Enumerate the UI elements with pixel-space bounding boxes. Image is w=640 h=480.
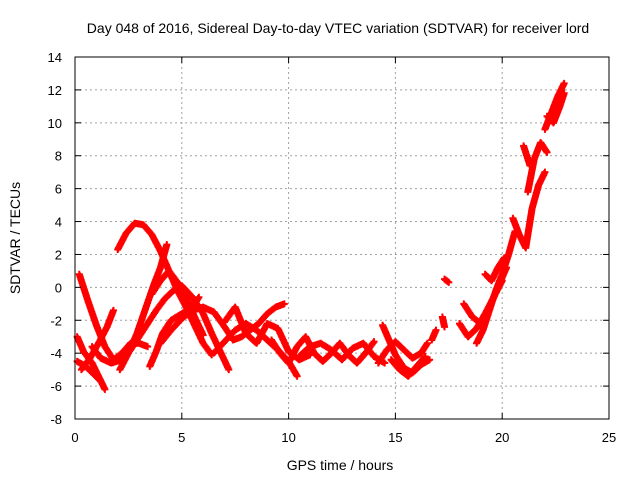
data-point-marker (199, 331, 207, 339)
data-point-marker (97, 377, 105, 385)
y-tick-label: -2 (50, 313, 62, 328)
y-tick-label: -4 (50, 346, 62, 361)
plot-area (73, 79, 568, 393)
data-point-marker (432, 326, 440, 334)
track-26 (520, 142, 534, 170)
x-tick-label: 5 (178, 430, 185, 445)
data-point-marker (96, 376, 104, 384)
track-15 (374, 338, 431, 367)
track-19 (441, 275, 453, 286)
y-tick-label: 10 (48, 116, 62, 131)
y-tick-label: 14 (48, 50, 62, 65)
data-point-marker (144, 343, 152, 351)
data-point-marker (370, 338, 378, 346)
y-tick-label: 4 (55, 215, 62, 230)
track-28 (543, 89, 568, 127)
data-point-marker (560, 79, 568, 87)
track-17 (428, 326, 440, 344)
track-18 (438, 313, 449, 331)
data-point-marker (426, 356, 434, 364)
data-point-marker (423, 339, 431, 347)
data-point-marker (225, 366, 233, 374)
y-tick-label: 6 (55, 182, 62, 197)
data-point-marker (441, 323, 449, 331)
track-23 (481, 254, 508, 285)
data-point-marker (109, 306, 117, 314)
x-axis-label: GPS time / hours (287, 457, 394, 473)
track-16 (387, 352, 429, 380)
data-point-marker (500, 254, 508, 262)
track-24 (509, 168, 549, 252)
data-point-marker (560, 89, 568, 97)
data-point-marker (543, 148, 551, 156)
x-tick-label: 20 (495, 430, 509, 445)
y-axis-label: SDTVAR / TECUs (7, 182, 23, 294)
x-tick-label: 0 (71, 430, 78, 445)
data-point-marker (195, 293, 203, 301)
y-tick-label: 8 (55, 149, 62, 164)
y-tick-label: 2 (55, 247, 62, 262)
track-12 (268, 333, 378, 367)
track-7 (146, 293, 203, 370)
y-tick-label: 12 (48, 83, 62, 98)
data-point-marker (526, 162, 534, 170)
y-tick-label: 0 (55, 280, 62, 295)
track-22 (473, 227, 519, 347)
y-axis-ticks: -8 -6 -4 -2 0 2 4 6 8 10 12 14 (48, 50, 609, 427)
grid-lines (75, 57, 609, 419)
data-point-marker (101, 385, 109, 393)
data-series (73, 79, 568, 393)
y-tick-label: -6 (50, 379, 62, 394)
x-tick-label: 10 (281, 430, 295, 445)
data-point-marker (163, 241, 171, 249)
data-point-marker (421, 352, 429, 360)
x-tick-label: 15 (388, 430, 402, 445)
plot-frame (74, 56, 610, 420)
y-tick-label: -8 (50, 412, 62, 427)
data-point-marker (541, 168, 549, 176)
track-6 (116, 241, 171, 374)
data-point-marker (381, 359, 389, 367)
chart-title: Day 048 of 2016, Sidereal Day-to-day VTE… (87, 20, 589, 36)
x-axis-ticks: 0 5 10 15 20 25 (71, 57, 616, 445)
data-point-marker (293, 372, 301, 380)
data-point-marker (280, 300, 288, 308)
track-13 (295, 339, 389, 367)
data-point-marker (445, 278, 453, 286)
x-tick-label: 25 (602, 430, 616, 445)
